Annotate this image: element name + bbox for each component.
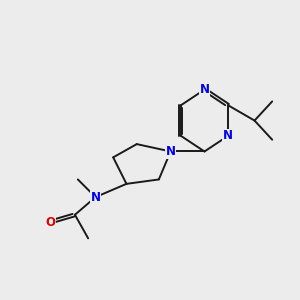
Text: N: N [223, 129, 233, 142]
Text: O: O [45, 216, 55, 229]
Text: N: N [91, 190, 100, 204]
Text: N: N [166, 145, 176, 158]
Text: N: N [200, 83, 209, 96]
